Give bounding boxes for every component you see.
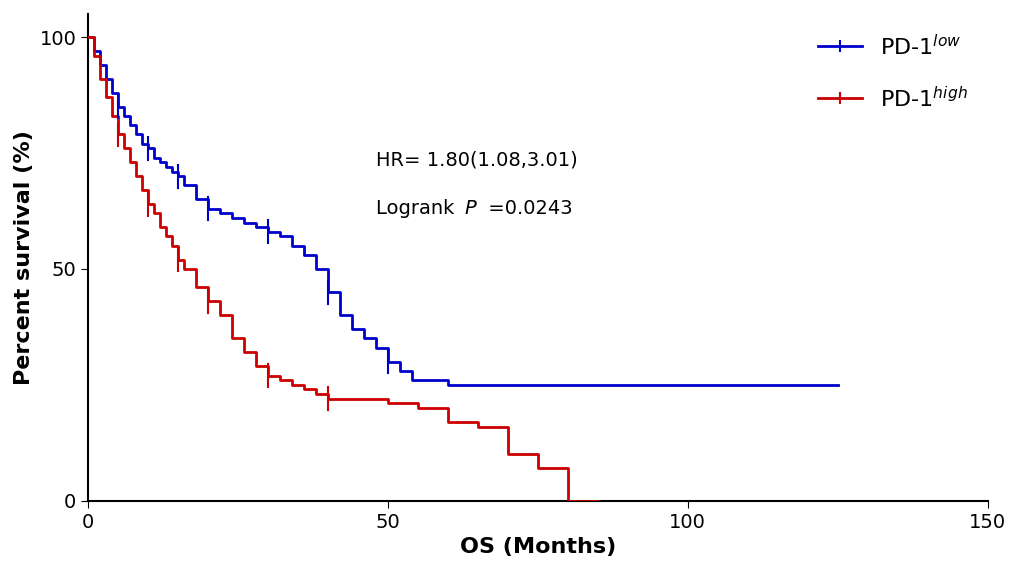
Y-axis label: Percent survival (%): Percent survival (%) xyxy=(14,130,34,385)
Text: =0.0243: =0.0243 xyxy=(482,199,572,218)
Text: P: P xyxy=(464,199,476,218)
Text: HR= 1.80(1.08,3.01): HR= 1.80(1.08,3.01) xyxy=(376,150,577,169)
X-axis label: OS (Months): OS (Months) xyxy=(460,537,615,557)
Legend: PD-1$^{low}$, PD-1$^{high}$: PD-1$^{low}$, PD-1$^{high}$ xyxy=(808,25,975,120)
Text: Logrank: Logrank xyxy=(376,199,461,218)
